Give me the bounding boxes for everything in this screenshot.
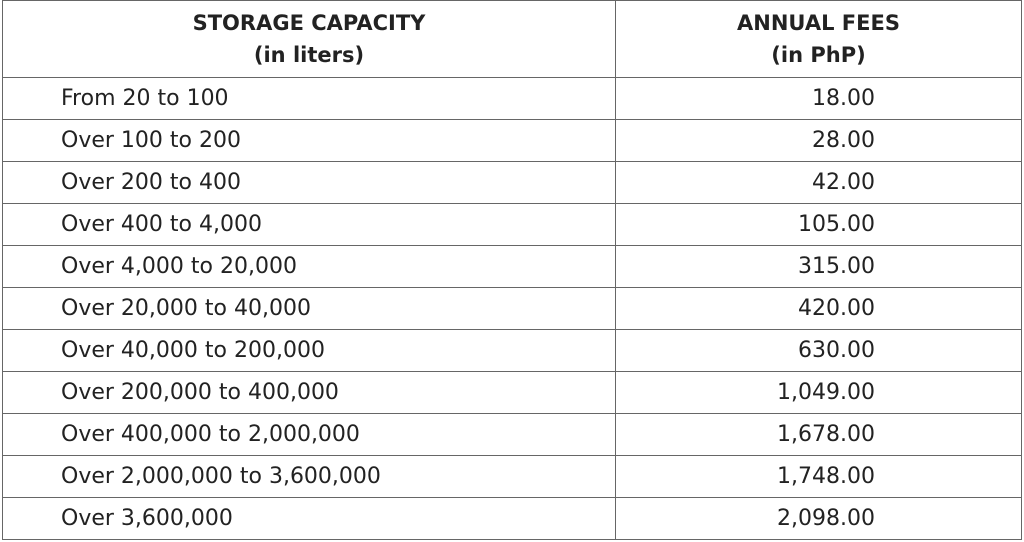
capacity-cell: Over 200,000 to 400,000 [2,371,616,414]
table-row: Over 4,000 to 20,000 315.00 [2,245,1022,288]
header-text: STORAGE CAPACITY [192,11,426,35]
capacity-cell: Over 40,000 to 200,000 [2,329,616,372]
fee-cell: 1,748.00 [615,455,1022,498]
header-text: (in liters) [253,43,365,67]
table-row: Over 100 to 200 28.00 [2,119,1022,162]
capacity-cell: Over 100 to 200 [2,119,616,162]
capacity-cell: From 20 to 100 [2,77,616,120]
header-text: (in PhP) [771,43,866,67]
fee-cell: 630.00 [615,329,1022,372]
capacity-cell: Over 2,000,000 to 3,600,000 [2,455,616,498]
table-row: From 20 to 100 18.00 [2,77,1022,120]
fee-cell: 1,049.00 [615,371,1022,414]
capacity-cell: Over 400 to 4,000 [2,203,616,246]
fee-cell: 42.00 [615,161,1022,204]
fee-cell: 420.00 [615,287,1022,330]
header-cell: ANNUAL FEES (in PhP) [615,0,1022,78]
table-row: Over 200,000 to 400,000 1,049.00 [2,371,1022,414]
fee-cell: 315.00 [615,245,1022,288]
capacity-cell: Over 400,000 to 2,000,000 [2,413,616,456]
table-row: Over 400,000 to 2,000,000 1,678.00 [2,413,1022,456]
header-cell: STORAGE CAPACITY (in liters) [2,0,616,78]
fee-cell: 105.00 [615,203,1022,246]
table-row: Over 400 to 4,000 105.00 [2,203,1022,246]
table-row: Over 200 to 400 42.00 [2,161,1022,204]
capacity-cell: Over 3,600,000 [2,497,616,540]
fee-cell: 18.00 [615,77,1022,120]
table-row: Over 3,600,000 2,098.00 [2,497,1022,540]
header-row: STORAGE CAPACITY (in liters) ANNUAL FEES (i… [2,0,1022,78]
capacity-cell: Over 4,000 to 20,000 [2,245,616,288]
fee-cell: 28.00 [615,119,1022,162]
capacity-cell: Over 200 to 400 [2,161,616,204]
table-row: Over 2,000,000 to 3,600,000 1,748.00 [2,455,1022,498]
table-row: Over 20,000 to 40,000 420.00 [2,287,1022,330]
header-text: ANNUAL FEES [737,11,900,35]
fee-cell: 1,678.00 [615,413,1022,456]
table-row: Over 40,000 to 200,000 630.00 [2,329,1022,372]
capacity-cell: Over 20,000 to 40,000 [2,287,616,330]
fee-cell: 2,098.00 [615,497,1022,540]
